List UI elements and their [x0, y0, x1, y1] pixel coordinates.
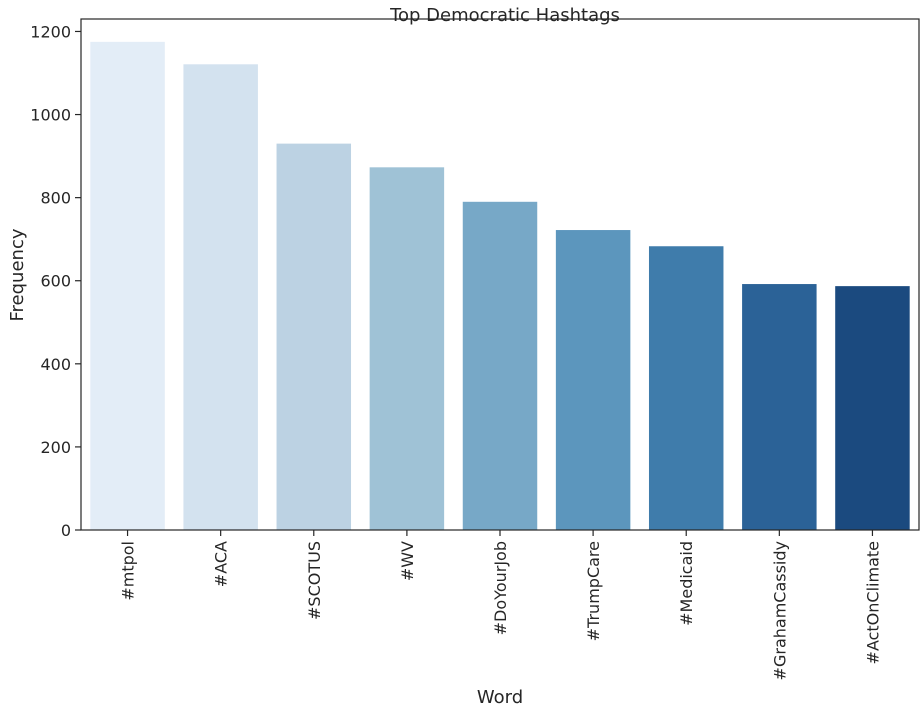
x-axis-ticks: #mtpol #ACA #SCOTUS #WV #DoYourJob #TrumpCare…: [119, 530, 882, 680]
x-tick-label: #GrahamCassidy: [770, 541, 789, 680]
x-tick-label: #mtpol: [119, 541, 138, 601]
bar-mtpol: [90, 41, 165, 530]
x-tick-label: #Medicaid: [677, 541, 696, 626]
x-tick-label: #ACA: [212, 541, 231, 587]
y-tick-label: 400: [40, 355, 71, 374]
y-tick-label: 0: [61, 521, 71, 540]
bar-actonclimate: [835, 286, 910, 530]
y-tick-label: 1200: [30, 22, 71, 41]
y-tick-label: 200: [40, 438, 71, 457]
bar-aca: [183, 64, 258, 530]
plot-frame: [80, 18, 920, 531]
y-axis-label: Frequency: [7, 228, 28, 321]
y-tick-label: 800: [40, 189, 71, 208]
x-tick-label: #WV: [398, 541, 417, 581]
bar-medicaid: [648, 246, 724, 531]
x-tick-label: #ActOnClimate: [863, 541, 882, 664]
x-tick-label: #DoYourJob: [491, 541, 510, 635]
y-axis-ticks: 0 200 400 600 800 1000 1200: [30, 22, 81, 540]
chart-title: Top Democratic Hashtags: [389, 5, 620, 26]
y-tick-label: 600: [40, 272, 71, 291]
bars-group: [90, 41, 910, 531]
y-tick-label: 1000: [30, 106, 71, 125]
x-axis-label: Word: [477, 687, 523, 708]
bar-scotus: [276, 143, 352, 530]
bar-wv: [369, 167, 445, 530]
bar-trumpcare: [555, 230, 631, 530]
x-tick-label: #SCOTUS: [305, 541, 324, 620]
x-tick-label: #TrumpCare: [584, 541, 603, 641]
bar-grahamcassidy: [742, 284, 817, 530]
bar-doyourjob: [462, 201, 538, 530]
